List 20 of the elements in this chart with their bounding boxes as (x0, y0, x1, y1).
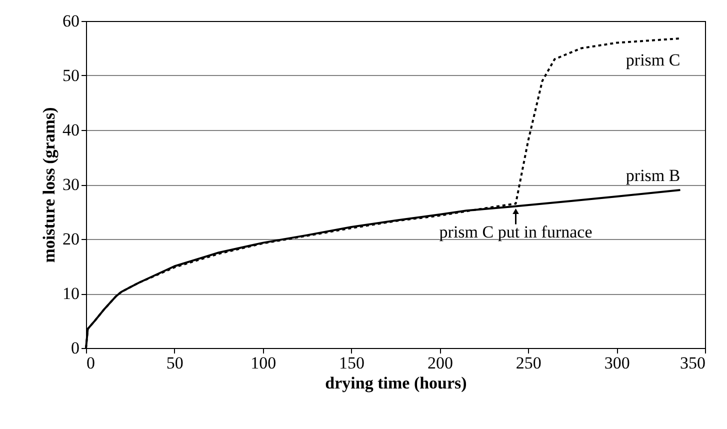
y-tick-label: 0 (71, 338, 80, 358)
x-axis-title: drying time (hours) (325, 374, 467, 392)
y-tick-label: 20 (62, 230, 80, 248)
x-tick-label: 300 (604, 354, 630, 372)
x-tick-label: 100 (250, 354, 276, 372)
series-label: prism B (626, 166, 680, 185)
y-tick-label: 10 (62, 284, 80, 303)
x-tick-label: 350 (680, 354, 706, 372)
y-axis-title: moisture loss (grams) (40, 107, 58, 263)
annotation: prism C put in furnace (439, 222, 592, 242)
x-tick-label: 0 (86, 354, 95, 372)
y-tick-label: 40 (62, 120, 80, 140)
y-tick-label: 50 (62, 66, 80, 85)
y-tick-label: 60 (62, 12, 80, 30)
x-tick-label: 50 (166, 354, 184, 372)
x-tick-label: 200 (427, 354, 453, 372)
x-tick-label: 150 (339, 354, 365, 372)
series-label: prism C (626, 50, 680, 70)
y-tick-label: 30 (62, 175, 80, 194)
x-tick-label: 250 (516, 354, 542, 372)
